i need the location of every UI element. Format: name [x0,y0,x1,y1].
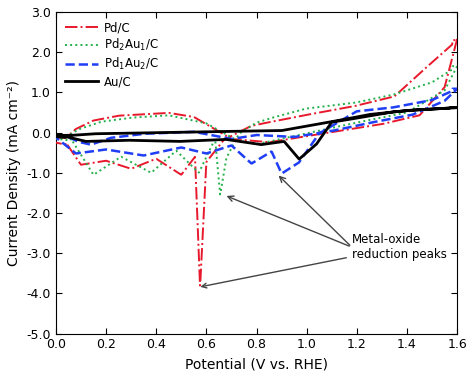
Pd/C [53,136,59,140]
Au/C [104,139,109,143]
Pd/C [197,283,203,288]
Pd$_2$Au$_1$/C [53,135,59,140]
Pd$_1$Au$_2$/C [68,136,74,141]
Pd$_2$Au$_1$/C [302,107,308,111]
Pd/C [416,113,422,118]
Au/C [53,134,59,139]
Pd$_1$Au$_2$/C [53,135,59,140]
Au/C [53,133,59,138]
Pd$_1$Au$_2$/C [416,110,422,114]
Line: Pd$_2$Au$_1$/C: Pd$_2$Au$_1$/C [56,66,457,194]
Au/C [455,105,460,110]
Pd$_1$Au$_2$/C [445,91,450,95]
Au/C [416,108,422,112]
Pd$_1$Au$_2$/C [302,152,308,156]
Au/C [445,106,450,110]
Pd$_1$Au$_2$/C [279,171,285,176]
Pd/C [53,140,59,145]
Pd$_2$Au$_1$/C [197,119,202,124]
Legend: Pd/C, Pd$_2$Au$_1$/C, Pd$_1$Au$_2$/C, Au/C: Pd/C, Pd$_2$Au$_1$/C, Pd$_1$Au$_2$/C, Au… [62,18,163,92]
Au/C [68,133,74,138]
Line: Au/C: Au/C [56,108,457,159]
Pd/C [68,131,74,136]
Au/C [296,156,302,161]
Pd$_2$Au$_1$/C [445,70,450,74]
Pd/C [197,118,202,122]
Pd$_2$Au$_1$/C [217,192,223,197]
Au/C [302,152,308,156]
Line: Pd/C: Pd/C [56,39,457,285]
Pd/C [302,113,308,118]
Text: Metal-oxide
reduction peaks: Metal-oxide reduction peaks [202,233,447,288]
Pd/C [445,46,450,51]
Pd$_2$Au$_1$/C [455,64,460,68]
Pd$_2$Au$_1$/C [104,164,109,169]
Pd/C [104,159,109,163]
Pd$_1$Au$_2$/C [197,131,202,135]
Line: Pd$_1$Au$_2$/C: Pd$_1$Au$_2$/C [56,89,457,174]
Pd$_2$Au$_1$/C [53,136,59,141]
Au/C [197,130,202,134]
X-axis label: Potential (V vs. RHE): Potential (V vs. RHE) [185,357,328,371]
Pd$_1$Au$_2$/C [455,87,460,91]
Pd$_2$Au$_1$/C [416,103,422,108]
Pd$_2$Au$_1$/C [68,132,74,136]
Y-axis label: Current Density (mA cm⁻²): Current Density (mA cm⁻²) [7,80,21,266]
Pd$_1$Au$_2$/C [104,147,109,152]
Pd/C [455,37,460,41]
Pd$_1$Au$_2$/C [53,133,59,138]
